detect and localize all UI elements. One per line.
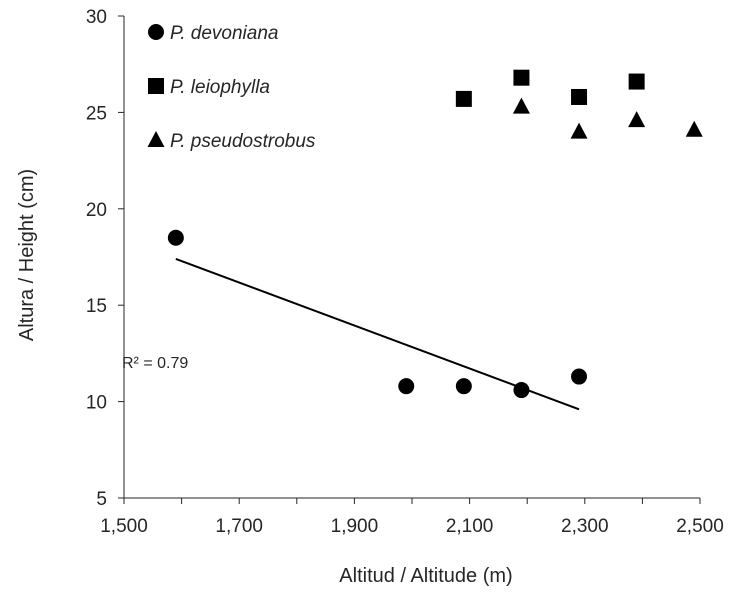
data-point-square — [571, 88, 588, 105]
legend-label: P. pseudostrobus — [170, 131, 316, 152]
legend-marker-triangle — [147, 131, 165, 147]
legend-label: P. leiophylla — [170, 77, 270, 98]
y-axis-title: Altura / Height (cm) — [16, 169, 38, 341]
x-ticks: 1,500 1,700 1,900 2,100 2,300 2,500 — [100, 498, 724, 537]
data-point-circle — [571, 368, 588, 385]
data-point-square — [455, 90, 472, 107]
data-point-circle — [398, 378, 415, 395]
data-point-circle — [167, 229, 184, 246]
legend-marker-square — [148, 78, 164, 94]
y-tick-label: 20 — [86, 200, 107, 221]
data-point-triangle — [628, 111, 646, 128]
legend: P. devoniana P. leiophylla P. pseudostrobu… — [147, 23, 316, 152]
data-point-triangle — [570, 122, 588, 139]
data-point-triangle — [685, 120, 703, 137]
x-tick-label: 2,500 — [676, 516, 724, 537]
y-tick-label: 15 — [86, 296, 107, 317]
y-tick-label: 25 — [86, 103, 107, 124]
y-tick-label: 10 — [86, 393, 107, 414]
r-squared-annotation: R² = 0.79 — [122, 355, 188, 372]
data-point-circle — [513, 382, 530, 399]
x-tick-label: 1,900 — [331, 516, 379, 537]
trendline — [175, 257, 580, 411]
x-tick-label: 2,300 — [561, 516, 609, 537]
x-tick-label: 1,700 — [215, 516, 263, 537]
data-point-square — [628, 73, 645, 90]
x-axis-title: Altitud / Altitude (m) — [339, 565, 512, 587]
data-point-triangle — [512, 97, 530, 114]
y-ticks: 5 10 15 20 25 30 — [86, 7, 124, 510]
data-point-circle — [455, 378, 472, 395]
legend-label: P. devoniana — [170, 23, 278, 44]
legend-marker-circle — [148, 24, 164, 40]
x-tick-label: 2,100 — [446, 516, 494, 537]
y-tick-label: 5 — [96, 489, 107, 510]
y-tick-label: 30 — [86, 7, 107, 28]
data-points — [167, 69, 703, 399]
x-tick-label: 1,500 — [100, 516, 148, 537]
trendline-group — [175, 257, 580, 411]
data-point-square — [513, 69, 530, 86]
